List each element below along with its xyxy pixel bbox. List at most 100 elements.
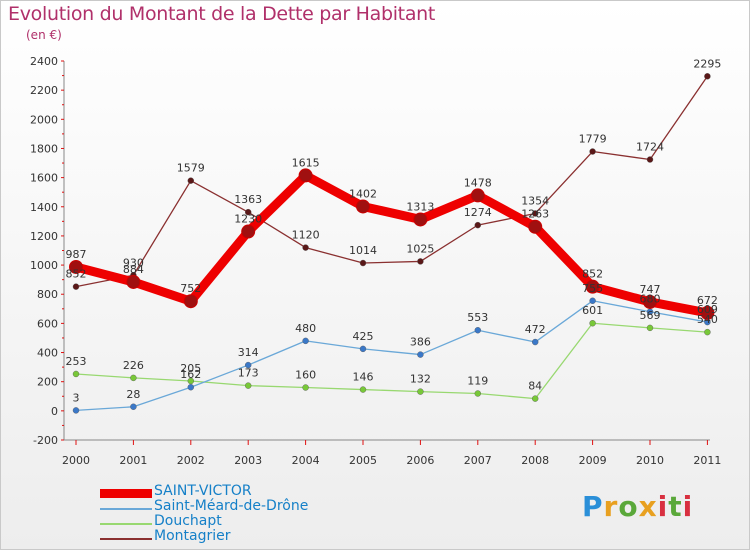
data-point	[417, 388, 424, 395]
data-label: 425	[353, 330, 374, 343]
data-point	[130, 374, 137, 382]
x-tick-label: 2000	[62, 454, 90, 467]
legend-swatch	[100, 508, 152, 510]
data-label: 132	[410, 373, 431, 386]
data-point	[187, 384, 195, 391]
data-label: 987	[66, 248, 87, 261]
y-tick-label: -200	[33, 434, 58, 447]
chart-unit: (en €)	[26, 28, 62, 42]
data-label: 884	[123, 263, 144, 276]
data-label: 553	[467, 311, 488, 324]
data-label: 1263	[521, 208, 549, 221]
data-label: 253	[66, 355, 87, 368]
data-point	[589, 148, 596, 155]
x-tick-label: 2001	[119, 454, 147, 467]
data-point	[72, 283, 80, 290]
data-point	[187, 377, 195, 385]
series-line	[75, 75, 709, 288]
data-point	[359, 259, 367, 267]
data-point	[244, 361, 252, 369]
data-label: 609	[697, 303, 718, 316]
y-tick-label: 1000	[30, 259, 58, 272]
x-tick-label: 2003	[234, 454, 262, 467]
series-line	[71, 170, 712, 318]
data-point	[302, 337, 309, 345]
data-label: 472	[525, 323, 546, 336]
data-point	[72, 370, 80, 378]
data-label: 755	[582, 282, 603, 295]
data-label: 1274	[464, 206, 492, 219]
data-point	[646, 324, 654, 332]
data-label: 1363	[234, 193, 262, 206]
data-label: 672	[697, 294, 718, 307]
logo-letter: i	[682, 490, 694, 523]
logo-letter: r	[603, 490, 619, 523]
data-point	[417, 351, 424, 358]
y-tick-label: 1800	[30, 142, 58, 155]
data-label: 1230	[234, 213, 262, 226]
data-point	[359, 345, 367, 353]
data-label: 1313	[406, 200, 434, 213]
data-label: 314	[238, 346, 259, 359]
data-label: 852	[66, 268, 87, 281]
data-label: 2295	[693, 57, 721, 70]
data-label: 1120	[292, 229, 320, 242]
data-point	[244, 382, 252, 389]
data-point	[302, 384, 309, 391]
legend-label: SAINT-VICTOR	[154, 483, 252, 499]
data-label: 162	[180, 368, 201, 381]
data-label: 1724	[636, 141, 664, 154]
x-tick-label: 2004	[292, 454, 320, 467]
x-tick-label: 2006	[406, 454, 434, 467]
data-label: 1478	[464, 176, 492, 189]
proxiti-logo: Proxiti	[582, 490, 693, 523]
data-label: 119	[467, 374, 488, 387]
data-label: 205	[180, 362, 201, 375]
x-tick-label: 2005	[349, 454, 377, 467]
x-tick-label: 2009	[579, 454, 607, 467]
data-point	[474, 327, 481, 334]
data-label: 601	[582, 304, 603, 317]
data-label: 1402	[349, 187, 377, 200]
data-label: 3	[73, 391, 80, 404]
data-label: 540	[697, 313, 718, 326]
y-tick-label: 2200	[30, 84, 58, 97]
data-label: 84	[528, 380, 542, 393]
logo-letter: o	[618, 490, 639, 523]
logo-letter: t	[668, 490, 683, 523]
data-point	[302, 244, 309, 251]
x-tick-label: 2008	[521, 454, 549, 467]
data-label: 146	[353, 371, 374, 384]
y-tick-label: 600	[37, 317, 58, 330]
data-point	[643, 294, 657, 309]
y-tick-label: 1200	[30, 230, 58, 243]
legend-label: Montagrier	[154, 528, 231, 544]
data-point	[532, 338, 539, 346]
y-tick-label: 200	[37, 376, 58, 389]
x-tick-label: 2002	[177, 454, 205, 467]
y-tick-label: 2000	[30, 113, 58, 126]
data-point	[646, 156, 654, 163]
data-point	[474, 390, 481, 397]
legend-label: Saint-Méard-de-Drône	[154, 498, 309, 514]
data-point	[585, 279, 600, 294]
legend-swatch	[100, 489, 152, 498]
data-point	[704, 328, 711, 336]
logo-letter: P	[582, 490, 604, 523]
data-label: 480	[295, 322, 316, 335]
data-point	[187, 177, 195, 184]
data-label: 747	[640, 283, 661, 296]
logo-letter: x	[638, 490, 658, 523]
chart-title: Evolution du Montant de la Dette par Hab…	[8, 3, 436, 25]
data-point	[474, 221, 481, 229]
data-point	[417, 258, 424, 265]
data-label: 852	[582, 268, 603, 281]
data-point	[470, 188, 485, 203]
data-label: 1014	[349, 244, 377, 257]
data-label: 930	[123, 256, 144, 269]
data-point	[359, 386, 367, 393]
y-tick-label: 800	[37, 288, 58, 301]
data-label: 226	[123, 359, 144, 372]
legend-swatch	[100, 523, 152, 525]
